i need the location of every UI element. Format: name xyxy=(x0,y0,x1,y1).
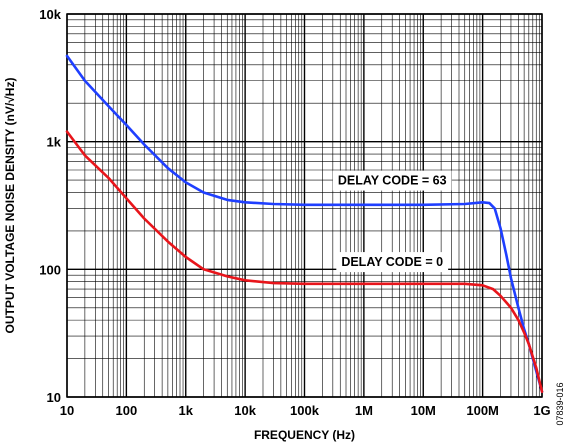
x-tick-label: 10k xyxy=(234,403,256,418)
annotation-label: DELAY CODE = 0 xyxy=(341,255,443,269)
x-tick-label: 100k xyxy=(290,403,320,418)
x-tick-label: 10 xyxy=(60,403,74,418)
annotation-box xyxy=(336,252,449,273)
x-tick-label: 100 xyxy=(116,403,138,418)
figure-id: 07839-016 xyxy=(555,382,565,425)
y-tick-label: 10k xyxy=(39,7,61,22)
series-annotation-0: DELAY CODE = 63 xyxy=(332,170,452,191)
series-line-0 xyxy=(65,54,544,393)
series-layer xyxy=(65,54,544,393)
x-tick-label: 1M xyxy=(355,403,373,418)
tick-labels: 10 100 1k 10k 100k 1M 10M 100M 1G 10 100 1k 10k xyxy=(39,7,550,418)
series-annotation-1: DELAY CODE = 0 xyxy=(336,252,449,273)
annotation-label: DELAY CODE = 63 xyxy=(338,174,447,188)
plot-frame xyxy=(66,13,543,398)
x-tick-label: 100M xyxy=(466,403,499,418)
x-tick-label: 10M xyxy=(411,403,436,418)
series-line-1 xyxy=(65,130,544,393)
y-tick-label: 100 xyxy=(39,262,61,277)
y-axis-title: OUTPUT VOLTAGE NOISE DENSITY (nV/√Hz) xyxy=(3,78,17,334)
annotation-layer: DELAY CODE = 63 DELAY CODE = 0 xyxy=(332,170,452,273)
annotation-box xyxy=(332,170,452,191)
y-tick-label: 10 xyxy=(47,390,61,405)
x-axis-title: FREQUENCY (Hz) xyxy=(254,428,355,442)
y-tick-label: 1k xyxy=(47,135,62,150)
x-tick-label: 1k xyxy=(179,403,194,418)
x-tick-label: 1G xyxy=(533,403,550,418)
